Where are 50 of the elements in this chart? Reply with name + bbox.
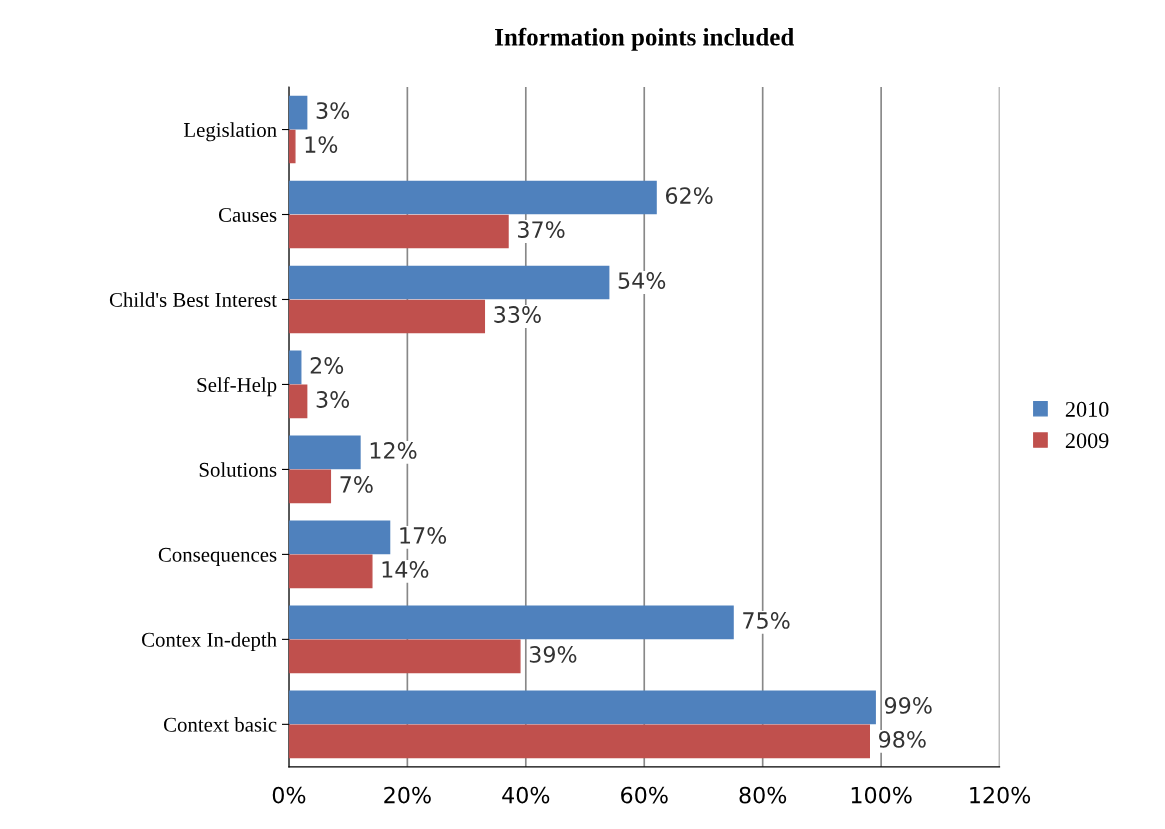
- data-label: 33%: [494, 306, 541, 323]
- data-label: 62%: [665, 187, 713, 204]
- bar: [288, 350, 302, 385]
- x-tick-label: 0%: [272, 786, 306, 804]
- data-label: 98%: [879, 730, 926, 748]
- y-tick-label: Contex In-depth: [142, 632, 277, 652]
- data-label: 3%: [316, 102, 350, 119]
- data-label: 75%: [743, 612, 790, 629]
- bar: [288, 214, 509, 249]
- bar: [288, 384, 308, 419]
- bar: [288, 469, 332, 504]
- bar: [288, 265, 610, 300]
- x-tick-label: 120%: [970, 786, 1031, 804]
- data-label: 1%: [305, 136, 338, 153]
- data-label: 2%: [310, 357, 344, 374]
- y-tick-label: Legislation: [183, 122, 277, 142]
- data-label: 99%: [884, 696, 932, 714]
- y-tick-label: Context basic: [163, 717, 277, 732]
- y-tick-label: Child's Best Interest: [109, 292, 277, 307]
- x-tick-label: 100%: [851, 786, 912, 804]
- data-label: 12%: [370, 442, 417, 459]
- x-tick-label: 60%: [621, 786, 668, 804]
- legend-label: 2009: [1065, 433, 1109, 449]
- x-tick-label: 80%: [739, 786, 787, 804]
- bar: [288, 639, 521, 674]
- bar: [288, 95, 308, 130]
- data-label: 7%: [340, 476, 373, 493]
- bar: [288, 724, 870, 759]
- bar: [288, 554, 373, 589]
- data-label: 37%: [518, 221, 565, 238]
- y-tick-label: Consequences: [158, 547, 277, 567]
- bar: [288, 180, 657, 215]
- x-tick-label: 40%: [502, 786, 550, 804]
- chart-title: Information points included: [495, 27, 794, 51]
- bar: [288, 299, 486, 334]
- data-label: 54%: [618, 272, 666, 289]
- bar: [288, 435, 361, 470]
- bar: [288, 129, 296, 164]
- data-label: 3%: [316, 391, 350, 408]
- data-label: 39%: [529, 646, 577, 663]
- data-label: 17%: [400, 527, 447, 544]
- bar: [288, 605, 734, 640]
- bar: [288, 520, 391, 555]
- x-tick-label: 20%: [384, 786, 431, 804]
- legend-label: 2010: [1065, 401, 1109, 417]
- y-tick-label: Self-Help: [197, 377, 277, 397]
- data-label: 14%: [382, 561, 429, 578]
- y-tick-label: Causes: [218, 207, 277, 222]
- bar: [288, 690, 876, 725]
- y-tick-label: Solutions: [199, 462, 277, 477]
